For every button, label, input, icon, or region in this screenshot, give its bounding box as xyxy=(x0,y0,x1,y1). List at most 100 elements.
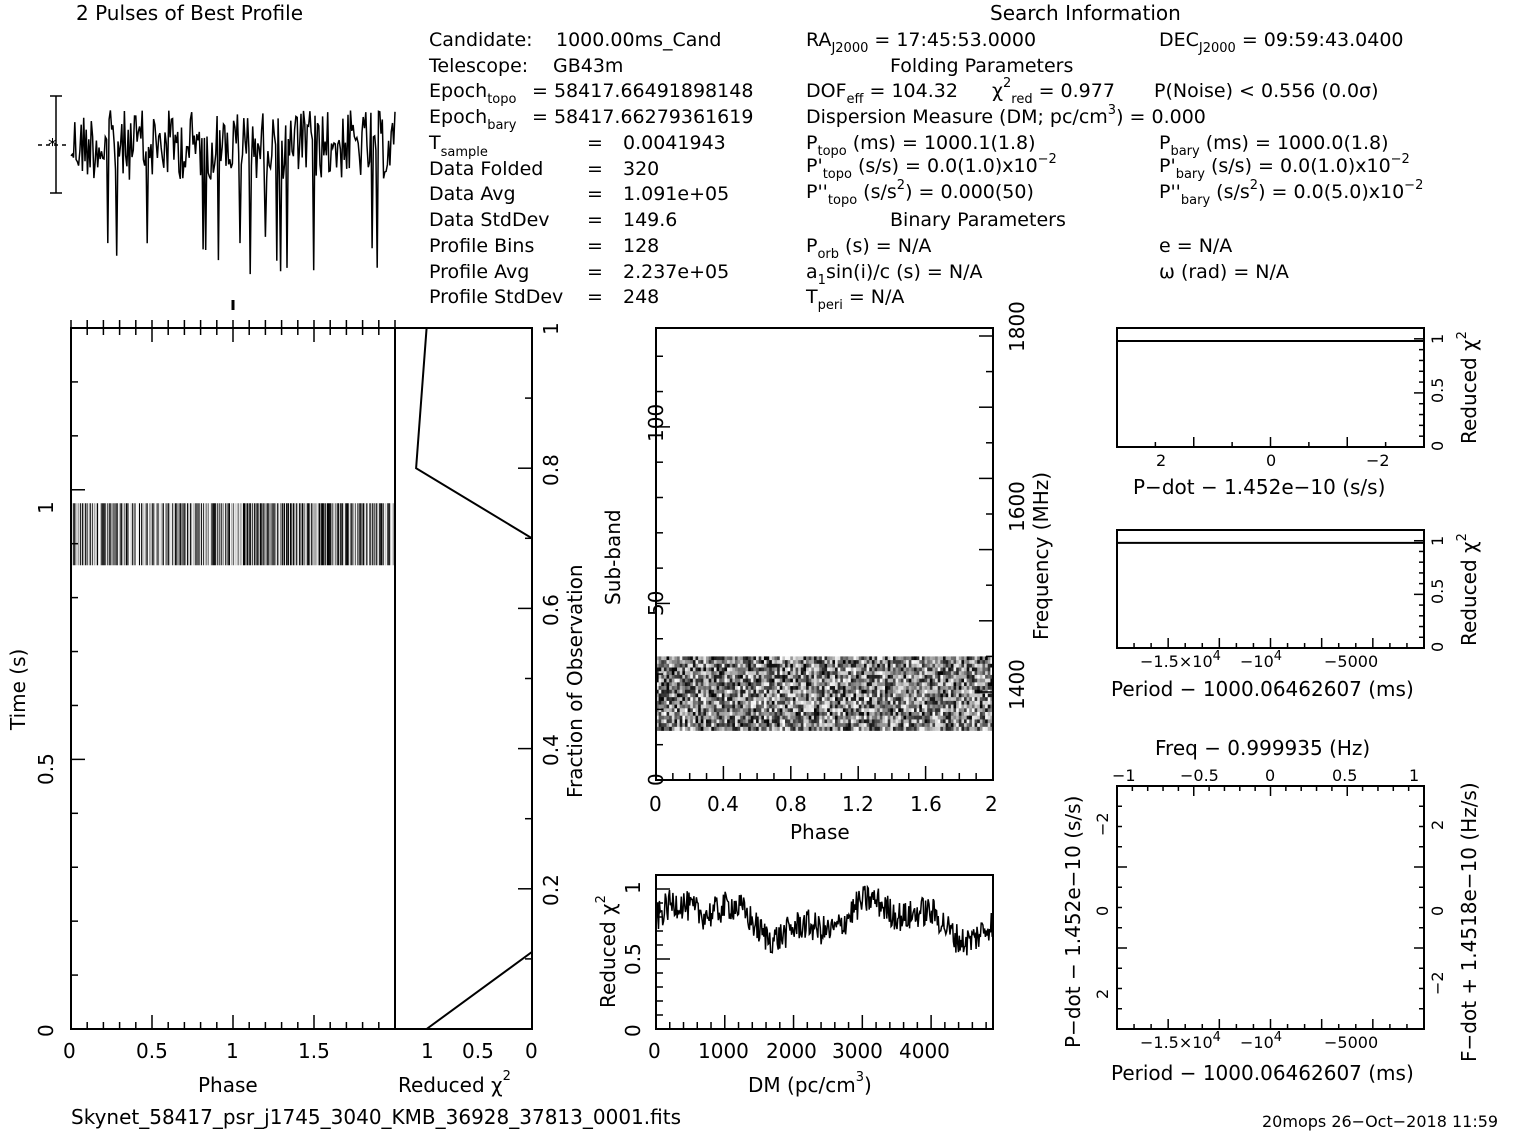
subband-pixel xyxy=(850,686,854,691)
info-ptopo: Ptopo (ms) = 1000.1(1.8) xyxy=(806,132,1036,159)
subband-pixel xyxy=(819,712,823,717)
subband-pixel xyxy=(971,708,975,713)
subband-pixel xyxy=(940,689,944,694)
subband-pixel xyxy=(853,700,857,705)
subband-pixel xyxy=(745,719,749,724)
time-phase-pixel xyxy=(243,503,244,566)
subband-pixel xyxy=(916,682,920,687)
subband-pixel xyxy=(882,704,886,709)
subband-pixel xyxy=(887,704,891,709)
info-left: Candidate: 1000.00ms_Cand Telescope: GB4… xyxy=(428,29,753,308)
subband-pixel xyxy=(858,663,862,668)
subband-pixel xyxy=(756,704,759,709)
subband-pixel xyxy=(798,689,802,694)
subband-pixel xyxy=(882,663,886,668)
time-phase-pixel xyxy=(117,503,118,566)
subband-pixel xyxy=(829,719,833,724)
time-phase-pixel xyxy=(304,503,305,566)
subband-pixel xyxy=(682,712,686,717)
subband-pixel xyxy=(974,723,978,728)
subband-pixel xyxy=(869,660,873,665)
subband-pixel xyxy=(774,674,778,679)
time-phase-pixel xyxy=(303,503,304,566)
subband-pixel xyxy=(763,667,767,672)
subband-pixel xyxy=(821,719,825,724)
time-phase-pixel xyxy=(391,503,392,566)
time-phase-pixel xyxy=(176,503,177,566)
subband-pixel xyxy=(861,712,865,717)
subband-pixel xyxy=(977,656,981,661)
subband-pixel xyxy=(658,719,662,724)
subband-pixel xyxy=(785,678,788,683)
subband-pixel xyxy=(684,682,688,687)
ppdot-right-tick-0: 2 xyxy=(1428,820,1447,830)
subband-pixel xyxy=(719,656,723,661)
subband-pixel xyxy=(819,682,823,687)
subband-pixel xyxy=(753,719,757,724)
subband-pixel xyxy=(971,689,975,694)
subband-pixel xyxy=(919,674,923,679)
subband-pixel xyxy=(956,656,960,661)
time-phase-pixel xyxy=(332,503,333,566)
subband-pixel xyxy=(719,674,723,679)
subband-pixel xyxy=(698,723,702,728)
subband-pixel xyxy=(756,693,759,698)
subband-pixel xyxy=(700,693,704,698)
subband-pixel xyxy=(742,656,746,661)
subband-pixel xyxy=(895,715,899,720)
subband-pixel xyxy=(669,693,673,698)
subband-pixel xyxy=(908,715,912,720)
subband-pixel xyxy=(740,719,744,724)
time-phase-pixel xyxy=(350,503,351,566)
subband-pixel xyxy=(892,715,896,720)
subband-pixel xyxy=(766,719,770,724)
subband-pixel xyxy=(874,712,878,717)
subband-pixel xyxy=(663,656,667,661)
subband-pixel xyxy=(932,663,936,668)
subband-pixel xyxy=(769,708,773,713)
subband-pixel xyxy=(837,700,841,705)
subband-pixel xyxy=(977,697,981,702)
subband-pixel xyxy=(719,678,723,683)
subband-pixel xyxy=(950,704,954,709)
subband-pixel xyxy=(937,682,941,687)
subband-pixel xyxy=(856,693,860,698)
subband-pixel xyxy=(845,663,849,668)
subband-pixel xyxy=(703,693,707,698)
subband-pixel xyxy=(745,693,749,698)
subband-pixel xyxy=(777,693,781,698)
subband-pixel xyxy=(806,689,809,694)
subband-pixel xyxy=(958,697,962,702)
subband-pixel xyxy=(671,700,675,705)
subband-pixel xyxy=(832,686,836,691)
subband-pixel xyxy=(684,712,688,717)
subband-pixel xyxy=(779,708,783,713)
subband-pixel xyxy=(877,719,881,724)
subband-pixel xyxy=(782,693,786,698)
subband-pixel xyxy=(679,704,683,709)
subband-pixel xyxy=(663,663,667,668)
subband-pixel xyxy=(708,686,712,691)
subband-pixel xyxy=(806,682,809,687)
subband-pixel xyxy=(866,719,870,724)
subband-pixel xyxy=(845,660,849,665)
subband-pixel xyxy=(677,700,680,705)
subband-pixel xyxy=(840,660,844,665)
subband-ytick-0: 0 xyxy=(644,773,668,786)
subband-pixel xyxy=(758,712,762,717)
subband-pixel xyxy=(887,686,891,691)
subband-pixel xyxy=(716,686,720,691)
subband-pixel xyxy=(914,663,917,668)
subband-pixel xyxy=(690,697,694,702)
subband-pixel xyxy=(927,726,931,731)
time-phase-pixel xyxy=(221,503,222,566)
subband-pixel xyxy=(850,719,854,724)
subband-pixel xyxy=(921,723,925,728)
subband-pixel xyxy=(682,704,686,709)
subband-pixel xyxy=(887,660,891,665)
subband-pixel xyxy=(916,678,920,683)
subband-pixel xyxy=(974,689,978,694)
info-pddbary: P''bary (s/s2) = 0.0(5.0)x10−2 xyxy=(1159,178,1423,208)
subband-pixel xyxy=(885,700,888,705)
subband-pixel xyxy=(892,674,896,679)
